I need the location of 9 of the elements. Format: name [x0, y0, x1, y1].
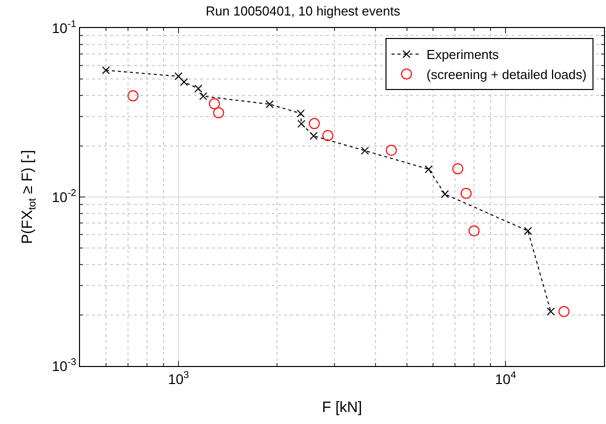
x-tick-label: 10$^{3}$ — [168, 370, 190, 387]
y-tick-label: 10$^{-1}$ — [52, 19, 76, 36]
legend-label: Experiments — [426, 47, 500, 62]
y-tick-label: 10$^{-3}$ — [52, 357, 77, 374]
x-tick-label: 10$^{4}$ — [495, 370, 517, 387]
chart-title: Run 10050401, 10 highest events — [206, 3, 401, 18]
y-tick-label: 10$^{-2}$ — [52, 188, 76, 205]
legend-label: (screening + detailed loads) — [426, 67, 587, 82]
x-axis-title: F [kN] — [322, 398, 362, 416]
